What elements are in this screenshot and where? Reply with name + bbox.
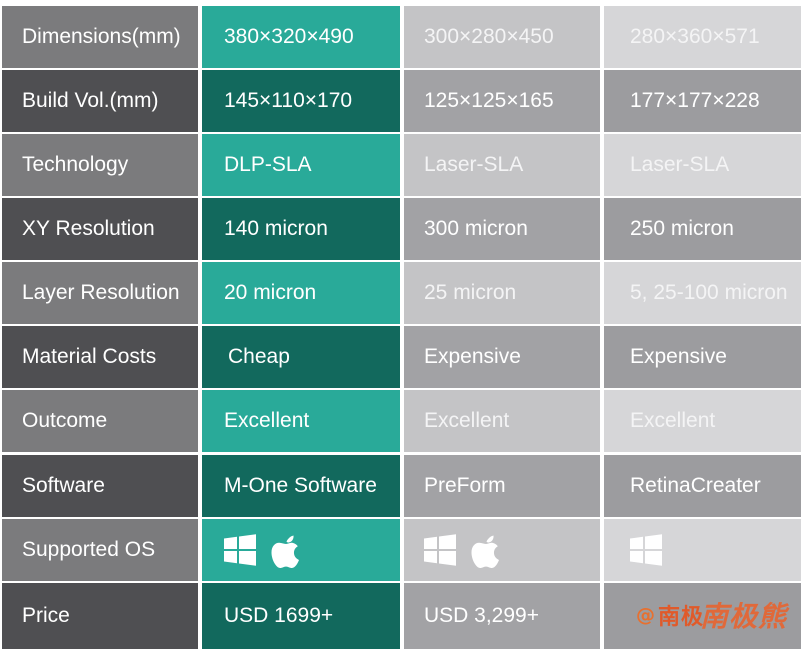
m-one-value: 380×320×490 xyxy=(202,6,400,68)
table-row-dimensions: Dimensions(mm) 380×320×490 300×280×450 2… xyxy=(0,6,801,68)
retina-value: RetinaCreater xyxy=(604,455,801,517)
row-label: Dimensions(mm) xyxy=(2,6,198,68)
table-row-material-costs: Material Costs Cheap Expensive Expensive xyxy=(0,326,801,388)
table-row-outcome: Outcome Excellent Excellent Excellent xyxy=(0,390,801,452)
retina-value: Expensive xyxy=(604,326,801,388)
watermark-at: @ xyxy=(635,604,656,626)
row-label: Technology xyxy=(2,134,198,196)
m-one-value: 20 micron xyxy=(202,262,400,324)
form-value: 300 micron xyxy=(404,198,600,260)
form-value: Excellent xyxy=(404,390,600,452)
row-label: Material Costs xyxy=(2,326,198,388)
form-value: Laser-SLA xyxy=(404,134,600,196)
retina-value: 250 micron xyxy=(604,198,801,260)
form-os xyxy=(404,519,600,581)
form-value: USD 3,299+ xyxy=(404,583,600,649)
m-one-os xyxy=(202,519,400,581)
m-one-value: USD 1699+ xyxy=(202,583,400,649)
retina-value: 177×177×228 xyxy=(604,70,801,132)
row-label: XY Resolution xyxy=(2,198,198,260)
retina-value: 280×360×571 xyxy=(604,6,801,68)
table-row-price: Price USD 1699+ USD 3,299+ xyxy=(0,583,801,649)
apple-icon xyxy=(470,531,502,569)
table-row-xy-resolution: XY Resolution 140 micron 300 micron 250 … xyxy=(0,198,801,260)
row-label: Software xyxy=(2,455,198,517)
table-row-build-volume: Build Vol.(mm) 145×110×170 125×125×165 1… xyxy=(0,70,801,132)
table-row-supported-os: Supported OS xyxy=(0,519,801,581)
watermark-logo: @ 南极 南极熊 xyxy=(635,600,787,633)
row-label: Outcome xyxy=(2,390,198,452)
form-value: 25 micron xyxy=(404,262,600,324)
form-value: Expensive xyxy=(404,326,600,388)
row-label: Price xyxy=(2,583,198,649)
windows-icon xyxy=(224,534,256,566)
m-one-value: 140 micron xyxy=(202,198,400,260)
retina-value: Laser-SLA xyxy=(604,134,801,196)
m-one-value: 145×110×170 xyxy=(202,70,400,132)
m-one-value: M-One Software xyxy=(202,455,400,517)
retina-value: Excellent xyxy=(604,390,801,452)
retina-value: 5, 25-100 micron xyxy=(604,262,801,324)
form-value: PreForm xyxy=(404,455,600,517)
apple-icon xyxy=(270,531,302,569)
retina-value xyxy=(604,583,801,649)
windows-icon xyxy=(424,534,456,566)
windows-icon xyxy=(630,534,662,566)
row-label: Supported OS xyxy=(2,519,198,581)
row-label: Build Vol.(mm) xyxy=(2,70,198,132)
table-row-layer-resolution: Layer Resolution 20 micron 25 micron 5, … xyxy=(0,262,801,324)
form-value: 300×280×450 xyxy=(404,6,600,68)
table-row-software: Software M-One Software PreForm RetinaCr… xyxy=(0,455,801,517)
watermark-text: 南极 xyxy=(657,605,704,630)
retina-os xyxy=(604,519,801,581)
row-label: Layer Resolution xyxy=(2,262,198,324)
m-one-value: Cheap xyxy=(202,326,400,388)
m-one-value: Excellent xyxy=(202,390,400,452)
watermark-large-text: 南极熊 xyxy=(699,600,787,633)
m-one-value: DLP-SLA xyxy=(202,134,400,196)
table-row-technology: Technology DLP-SLA Laser-SLA Laser-SLA xyxy=(0,134,801,196)
form-value: 125×125×165 xyxy=(404,70,600,132)
